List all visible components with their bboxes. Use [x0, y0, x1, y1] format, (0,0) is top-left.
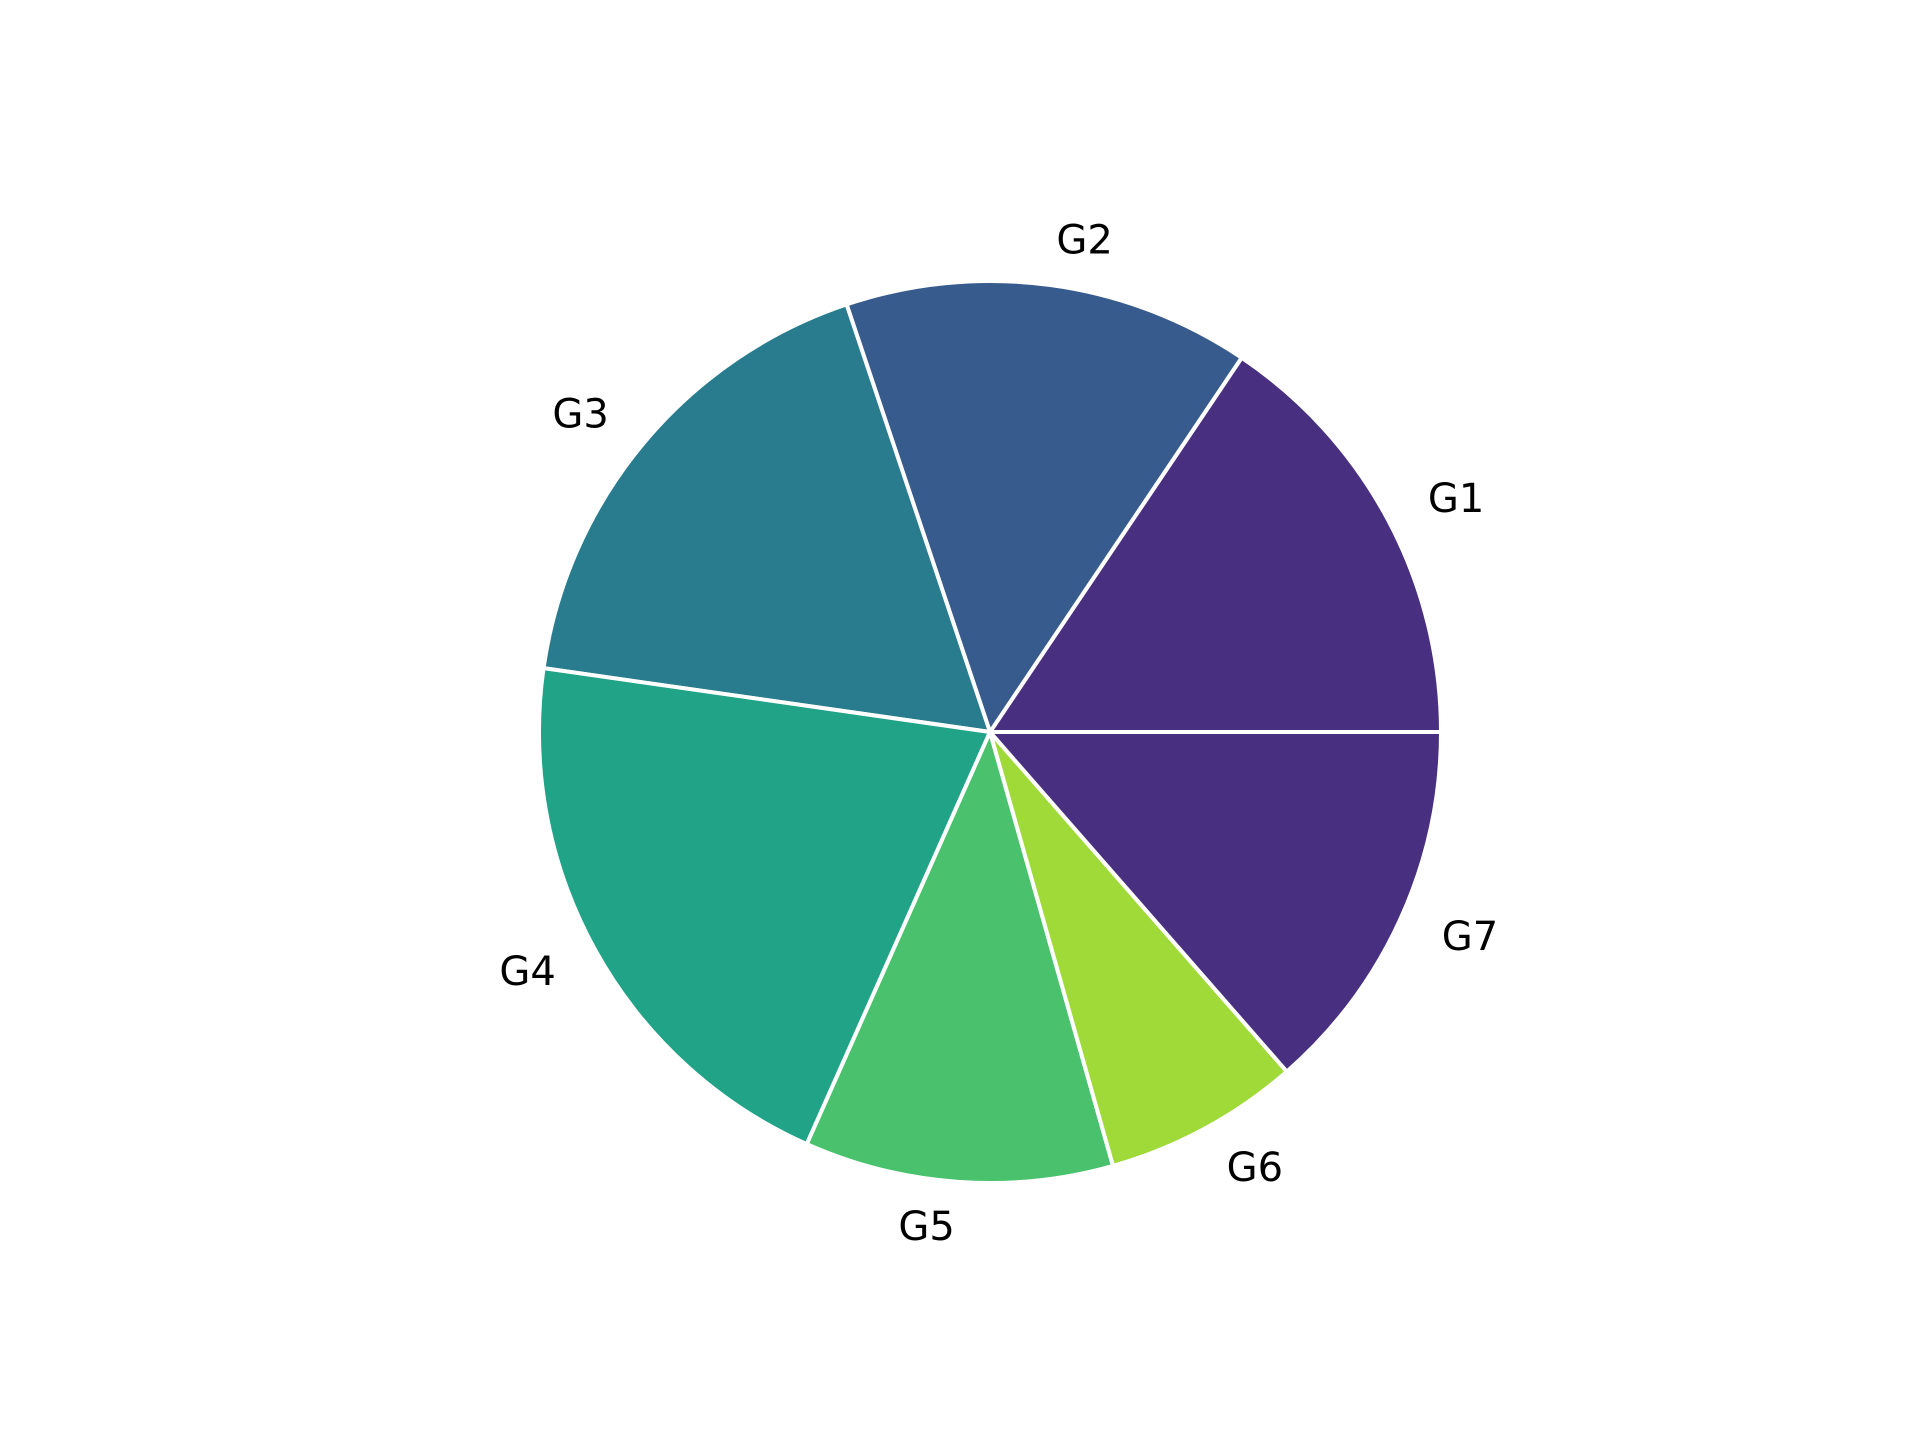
pie-slices — [537, 279, 1443, 1185]
pie-slice-g6 — [988, 730, 1289, 1168]
pie-label-g2: G2 — [1056, 217, 1112, 263]
pie-label-g3: G3 — [552, 391, 608, 437]
pie-slice-g7 — [988, 730, 1443, 1074]
pie-labels: G1 G2 G3 G4 G5 G6 G7 — [499, 217, 1498, 1249]
pie-label-g4: G4 — [499, 949, 555, 995]
pie-slice-g2 — [844, 279, 1244, 734]
pie-slice-g3 — [541, 302, 992, 734]
pie-label-g6: G6 — [1227, 1145, 1283, 1191]
pie-label-g7: G7 — [1442, 914, 1498, 960]
pie-slice-g5 — [804, 730, 1116, 1185]
pie-label-g1: G1 — [1428, 476, 1484, 522]
pie-slice-g4 — [537, 666, 992, 1147]
pie-label-g5: G5 — [898, 1204, 954, 1250]
pie-slice-g1 — [988, 355, 1443, 734]
